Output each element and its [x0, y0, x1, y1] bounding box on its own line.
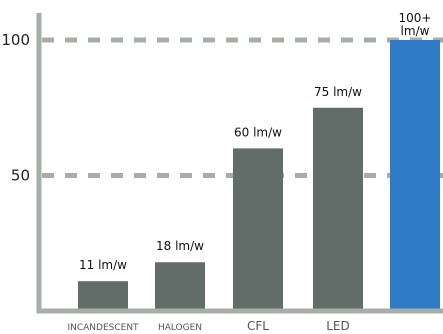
data-label-cfl: 60 lm/w	[234, 125, 282, 139]
data-label-halogen: 18 lm/w	[156, 239, 204, 253]
data-label-incandescent: 11 lm/w	[79, 258, 127, 272]
data-label-led: 75 lm/w	[314, 85, 362, 99]
category-label-led: LED	[326, 319, 350, 333]
y-tick-label-50: 50	[11, 167, 30, 185]
bar-led	[313, 107, 363, 311]
category-label-cfl: CFL	[247, 319, 269, 333]
bar-cfl	[233, 148, 283, 311]
y-tick-label-100: 100	[1, 31, 30, 49]
axes	[36, 13, 443, 314]
y-tick-labels: 50 100	[1, 31, 30, 185]
bars	[78, 40, 440, 311]
category-label-halogen: HALOGEN	[158, 323, 202, 333]
category-label-incandescent: INCANDESCENT	[67, 323, 139, 333]
data-label-highlight: 100+ lm/w	[399, 11, 432, 38]
bar-halogen	[155, 262, 205, 311]
data-labels: 11 lm/w 18 lm/w 60 lm/w 75 lm/w 100+ lm/w	[79, 11, 431, 272]
bar-incandescent	[78, 281, 128, 311]
bar-highlight	[390, 40, 440, 311]
category-labels: INCANDESCENT HALOGEN CFL LED	[67, 319, 349, 333]
